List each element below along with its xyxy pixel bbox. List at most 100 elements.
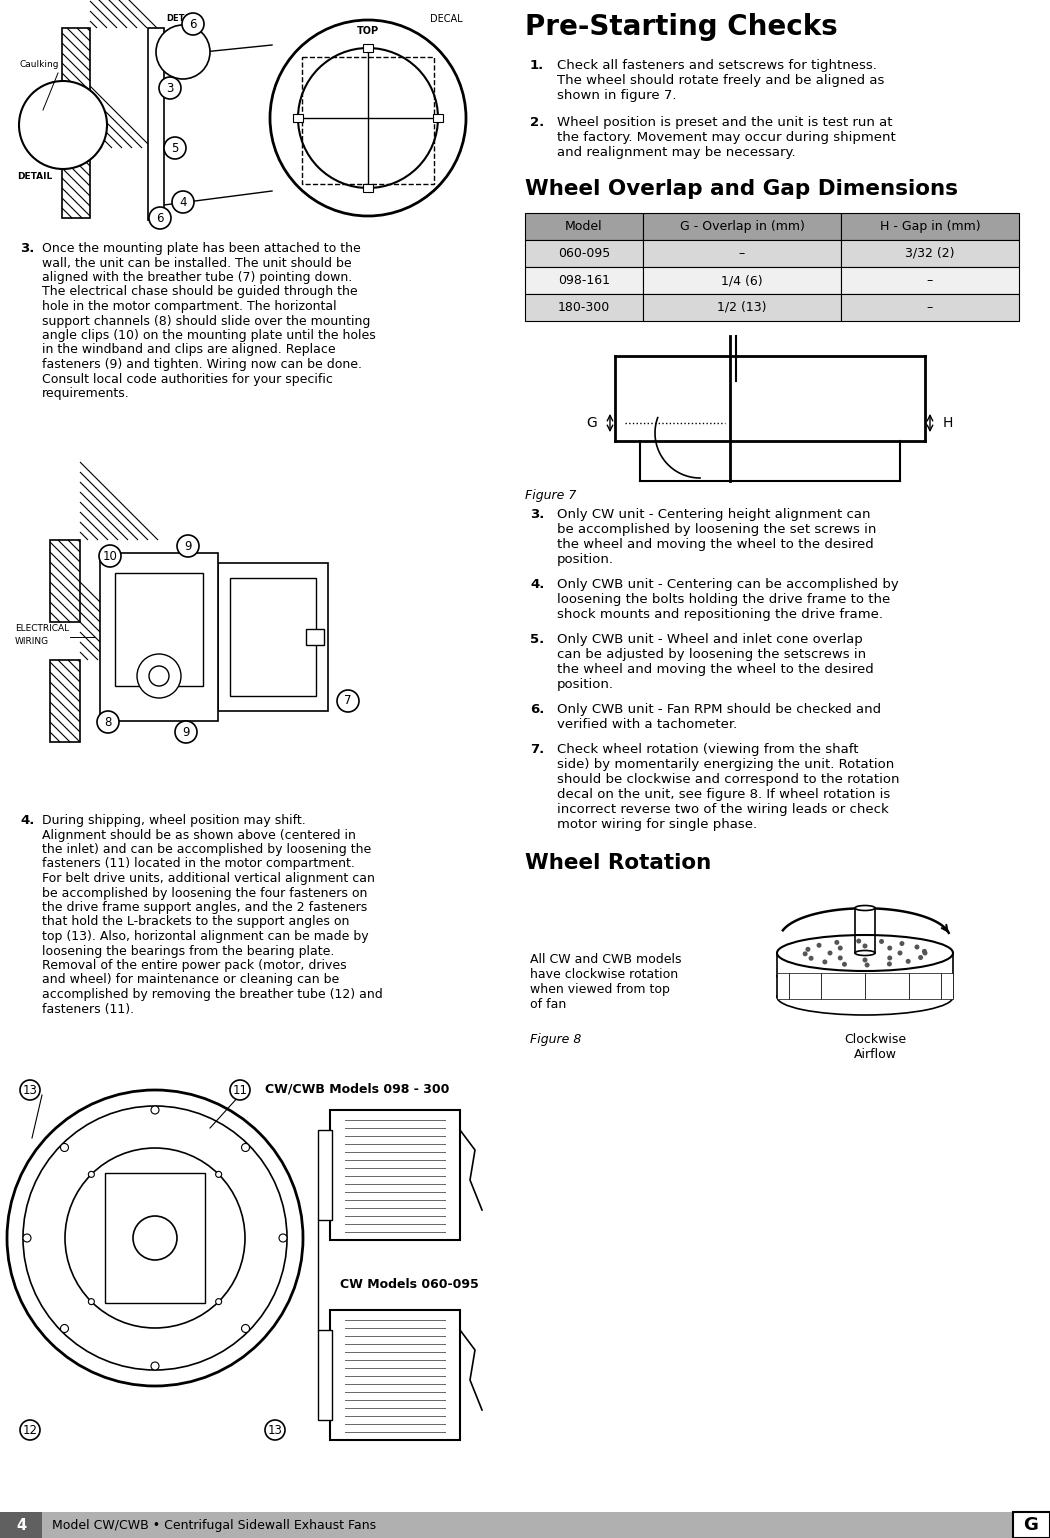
- Text: 060-095: 060-095: [558, 248, 610, 260]
- Circle shape: [149, 666, 169, 686]
- Circle shape: [906, 958, 910, 964]
- Text: the drive frame support angles, and the 2 fasteners: the drive frame support angles, and the …: [42, 901, 368, 914]
- Text: Wheel position is preset and the unit is test run at: Wheel position is preset and the unit is…: [556, 115, 892, 129]
- Circle shape: [805, 947, 811, 952]
- Circle shape: [159, 77, 181, 98]
- Bar: [433, 114, 443, 122]
- Text: Only CWB unit - Wheel and inlet cone overlap: Only CWB unit - Wheel and inlet cone ove…: [556, 634, 863, 646]
- Circle shape: [915, 944, 920, 949]
- Text: The electrical chase should be guided through the: The electrical chase should be guided th…: [42, 286, 358, 298]
- Text: Only CW unit - Centering height alignment can: Only CW unit - Centering height alignmen…: [556, 508, 870, 521]
- Bar: [841, 212, 1018, 240]
- Circle shape: [887, 955, 892, 960]
- Ellipse shape: [777, 935, 953, 970]
- Text: The wheel should rotate freely and be aligned as: The wheel should rotate freely and be al…: [556, 74, 884, 88]
- Circle shape: [887, 946, 892, 950]
- Bar: [0, 1512, 1050, 1538]
- Circle shape: [136, 654, 181, 698]
- Bar: [330, 1110, 460, 1240]
- Circle shape: [242, 1143, 250, 1152]
- Bar: [865, 974, 909, 1000]
- Text: Only CWB unit - Fan RPM should be checked and: Only CWB unit - Fan RPM should be checke…: [556, 703, 881, 717]
- Text: Check wheel rotation (viewing from the shaft: Check wheel rotation (viewing from the s…: [556, 743, 859, 757]
- Text: 7: 7: [344, 695, 352, 707]
- Text: wall, the unit can be installed. The unit should be: wall, the unit can be installed. The uni…: [42, 257, 352, 269]
- Text: 3: 3: [166, 82, 173, 94]
- Text: 3.: 3.: [530, 508, 544, 521]
- Text: 3.: 3.: [20, 241, 35, 255]
- Circle shape: [862, 943, 867, 949]
- Text: requirements.: requirements.: [42, 388, 130, 400]
- Circle shape: [842, 961, 847, 967]
- Circle shape: [270, 20, 466, 215]
- Circle shape: [151, 1363, 159, 1370]
- Bar: [941, 974, 953, 1000]
- Text: CW Models 060-095: CW Models 060-095: [340, 1278, 479, 1290]
- Text: Clockwise
Airflow: Clockwise Airflow: [844, 1034, 906, 1061]
- Bar: [821, 974, 865, 1000]
- Text: 8: 8: [104, 715, 111, 729]
- Circle shape: [230, 1080, 250, 1100]
- Text: 6.: 6.: [530, 703, 544, 717]
- Text: 098-161: 098-161: [558, 274, 610, 288]
- Text: 4: 4: [180, 195, 187, 209]
- Bar: [116, 574, 203, 686]
- Text: DETAIL: DETAIL: [167, 14, 200, 23]
- Text: During shipping, wheel position may shift.: During shipping, wheel position may shif…: [42, 814, 306, 827]
- Text: and wheel) for maintenance or cleaning can be: and wheel) for maintenance or cleaning c…: [42, 974, 339, 986]
- Text: be accomplished by loosening the set screws in: be accomplished by loosening the set scr…: [556, 523, 877, 537]
- Text: support channels (8) should slide over the mounting: support channels (8) should slide over t…: [42, 314, 371, 328]
- Text: DECAL: DECAL: [430, 14, 463, 25]
- Text: 3/32 (2): 3/32 (2): [905, 248, 954, 260]
- Text: shock mounts and repositioning the drive frame.: shock mounts and repositioning the drive…: [556, 608, 883, 621]
- Circle shape: [900, 941, 904, 946]
- Circle shape: [65, 1147, 245, 1327]
- Text: 4: 4: [16, 1518, 26, 1532]
- Bar: [841, 294, 1018, 321]
- Text: position.: position.: [556, 554, 614, 566]
- Text: ELECTRICAL: ELECTRICAL: [15, 624, 69, 634]
- Circle shape: [817, 943, 821, 947]
- Text: Wheel Rotation: Wheel Rotation: [525, 854, 711, 874]
- Ellipse shape: [855, 906, 875, 910]
- Text: G - Overlap in (mm): G - Overlap in (mm): [679, 220, 804, 232]
- Bar: [62, 28, 90, 103]
- Text: 2.: 2.: [530, 115, 544, 129]
- Bar: [105, 1173, 205, 1303]
- Text: verified with a tachometer.: verified with a tachometer.: [556, 718, 737, 731]
- Text: 13: 13: [268, 1424, 282, 1436]
- Bar: [330, 1310, 460, 1440]
- Text: in the windband and clips are aligned. Replace: in the windband and clips are aligned. R…: [42, 343, 336, 357]
- Circle shape: [862, 958, 867, 963]
- Text: DETAIL: DETAIL: [17, 172, 52, 181]
- Text: Figure 8: Figure 8: [530, 1034, 582, 1046]
- Circle shape: [156, 25, 210, 78]
- Text: Check all fasteners and setscrews for tightness.: Check all fasteners and setscrews for ti…: [556, 58, 877, 72]
- Circle shape: [177, 535, 200, 557]
- Circle shape: [808, 955, 814, 961]
- Text: be accomplished by loosening the four fasteners on: be accomplished by loosening the four fa…: [42, 886, 368, 900]
- Circle shape: [61, 1143, 68, 1152]
- Text: the factory. Movement may occur during shipment: the factory. Movement may occur during s…: [556, 131, 896, 145]
- Bar: [306, 629, 324, 644]
- Bar: [50, 540, 80, 621]
- Text: the wheel and moving the wheel to the desired: the wheel and moving the wheel to the de…: [556, 538, 874, 551]
- Circle shape: [20, 1420, 40, 1440]
- Bar: [318, 1130, 332, 1220]
- Text: fasteners (11).: fasteners (11).: [42, 1003, 134, 1015]
- Text: incorrect reverse two of the wiring leads or check: incorrect reverse two of the wiring lead…: [556, 803, 888, 817]
- Text: WIRING: WIRING: [15, 637, 49, 646]
- Bar: [62, 148, 90, 218]
- Bar: [148, 28, 164, 220]
- Bar: [909, 974, 941, 1000]
- Text: 1/2 (13): 1/2 (13): [717, 301, 766, 314]
- Circle shape: [922, 949, 927, 954]
- Text: H: H: [943, 415, 953, 431]
- Circle shape: [175, 721, 197, 743]
- Circle shape: [182, 12, 204, 35]
- Text: 9: 9: [184, 540, 192, 552]
- Bar: [318, 1330, 332, 1420]
- Text: 1.: 1.: [530, 58, 544, 72]
- Circle shape: [215, 1172, 222, 1178]
- Text: Wheel Overlap and Gap Dimensions: Wheel Overlap and Gap Dimensions: [525, 178, 958, 198]
